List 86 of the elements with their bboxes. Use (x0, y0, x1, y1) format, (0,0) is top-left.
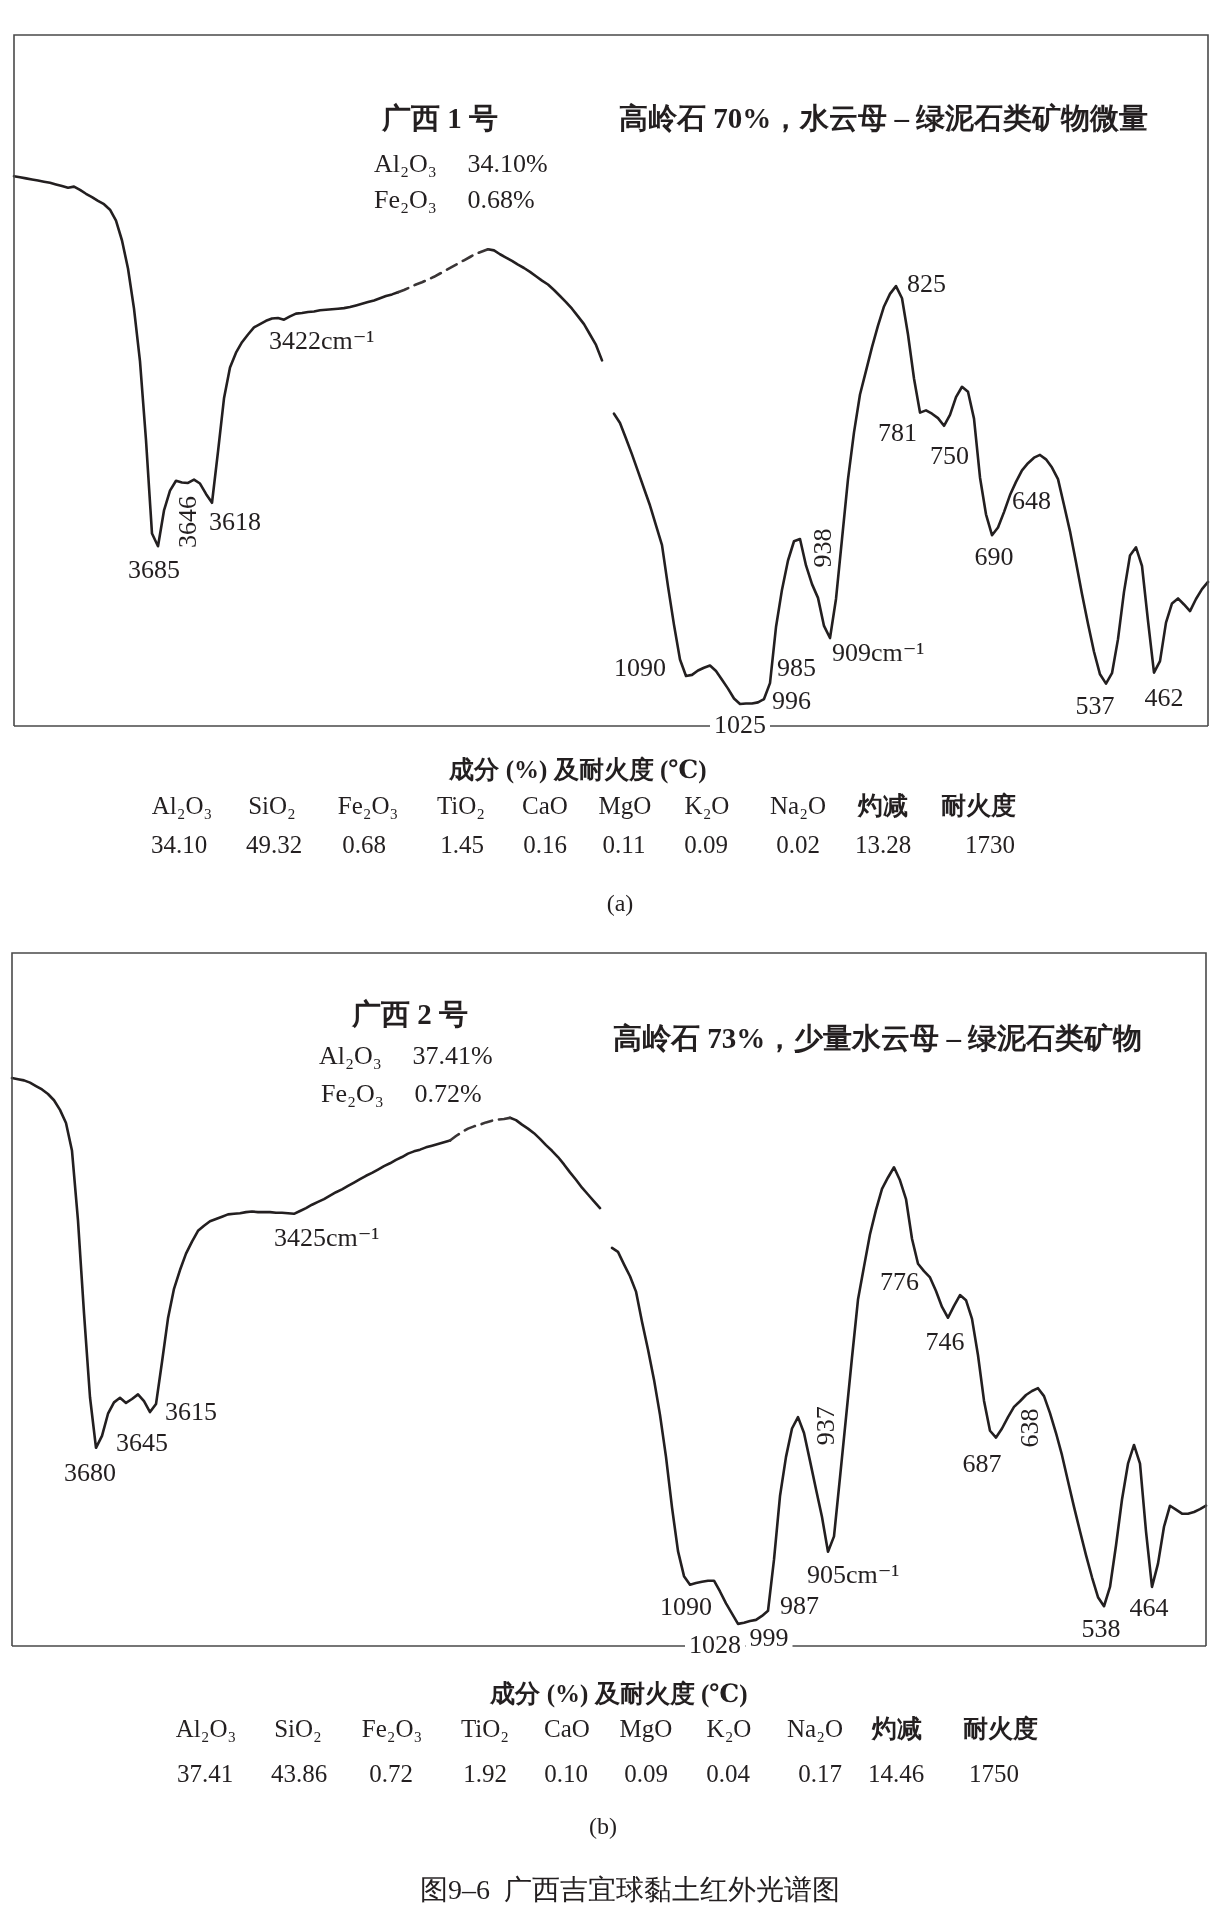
annotation: Al₂O₃ 34.10% (374, 149, 548, 178)
chart-title: 广西 2 号 (351, 998, 468, 1030)
chart-subtitle: 高岭石 73%，少量水云母 – 绿泥石类矿物 (613, 1022, 1143, 1054)
annotation: 3646 (173, 495, 203, 548)
annotation: 1025 (714, 710, 766, 740)
text: (a) (606, 890, 634, 916)
text: 灼减 (857, 792, 908, 819)
text: 0.72 (369, 1760, 413, 1787)
annotation: 648 (1012, 486, 1051, 516)
text: Fe₂O₃ (361, 1715, 423, 1742)
text: 0.09 (624, 1760, 668, 1787)
text: Al₂O₃ 37.41% (319, 1041, 493, 1070)
text: 13.28 (854, 831, 912, 858)
text: SiO₂ (274, 1715, 322, 1742)
text: CaO (522, 792, 568, 819)
chart-title: 广西 1 号 (381, 102, 498, 134)
text: 34.10 (150, 831, 208, 858)
text: 37.41 (176, 1760, 234, 1787)
annotation: 781 (878, 418, 917, 448)
text: MgO (619, 1715, 673, 1742)
chart-subtitle: 高岭石 70%，水云母 – 绿泥石类矿物微量 (619, 102, 1149, 134)
text: 1.45 (440, 831, 484, 858)
annotation: 1090 (614, 652, 666, 682)
annotation: 746 (925, 1326, 965, 1356)
annotation: 1028 (689, 1629, 741, 1659)
annotation: 537 (1075, 690, 1115, 720)
text: 0.68 (342, 831, 386, 858)
text: Al₂O₃ (175, 1715, 237, 1742)
text: 0.02 (776, 831, 820, 858)
annotation: 937 (811, 1406, 841, 1446)
text: CaO (544, 1715, 590, 1742)
text: 成分 (%) 及耐火度 (℃) (448, 756, 707, 784)
text: 成分 (%) 及耐火度 (℃) (489, 1680, 748, 1708)
annotation: 462 (1144, 682, 1184, 712)
annotation: 464 (1129, 1592, 1169, 1622)
annotation: 1090 (660, 1591, 712, 1621)
annotation: 687 (962, 1448, 1002, 1478)
annotation: 750 (930, 440, 969, 470)
text: Fe₂O₃ (337, 792, 399, 819)
text: K₂O (706, 1715, 752, 1742)
annotation: 938 (808, 528, 838, 568)
annotation: Fe₂O₃ 0.68% (374, 185, 535, 214)
text: 0.17 (798, 1760, 842, 1787)
annotation: 690 (974, 542, 1014, 572)
annotation: 3422cm⁻¹ (269, 325, 375, 355)
annotation: 638 (1015, 1408, 1045, 1448)
text: (b) (589, 1813, 617, 1839)
text: 耐火度 (940, 792, 1016, 819)
annotation: 3618 (209, 506, 261, 536)
text: 0.10 (544, 1760, 588, 1787)
annotation: 3685 (128, 555, 180, 585)
annotation: 985 (777, 653, 816, 683)
text: 14.46 (867, 1760, 925, 1787)
annotation: 3425cm⁻¹ (274, 1222, 380, 1252)
text: 0.11 (602, 831, 646, 858)
annotation: 999 (749, 1622, 789, 1652)
text: K₂O (684, 792, 730, 819)
annotation: Fe₂O₃ 0.72% (321, 1079, 482, 1108)
text: TiO₂ (436, 792, 486, 819)
text: 耐火度 (962, 1715, 1038, 1742)
annotation: 996 (772, 686, 811, 716)
annotation: 905cm⁻¹ (807, 1559, 900, 1589)
text: Na₂O (770, 792, 826, 819)
text: Al₂O₃ (151, 792, 213, 819)
annotation: 909cm⁻¹ (832, 638, 925, 668)
text: TiO₂ (460, 1715, 510, 1742)
text: 1.92 (463, 1760, 507, 1787)
annotation: 3645 (116, 1427, 168, 1457)
text: Na₂O (787, 1715, 843, 1742)
text: 灼减 (871, 1715, 922, 1742)
annotation: 3615 (165, 1397, 217, 1427)
text: 43.86 (270, 1760, 328, 1787)
text: 0.09 (684, 831, 728, 858)
text: 1750 (969, 1760, 1019, 1787)
text: 1730 (965, 831, 1015, 858)
annotation: 776 (880, 1266, 919, 1296)
text: 0.04 (706, 1760, 751, 1787)
annotation: 538 (1081, 1614, 1121, 1644)
annotation: 825 (907, 269, 946, 299)
text: 0.16 (523, 831, 567, 858)
annotation: 3680 (64, 1457, 116, 1487)
caption: 图9–6 广西吉宜球黏土红外光谱图 (420, 1874, 840, 1905)
annotation: 987 (780, 1590, 819, 1620)
text: SiO₂ (248, 792, 296, 819)
text: MgO (598, 792, 652, 819)
text: 49.32 (245, 831, 303, 858)
